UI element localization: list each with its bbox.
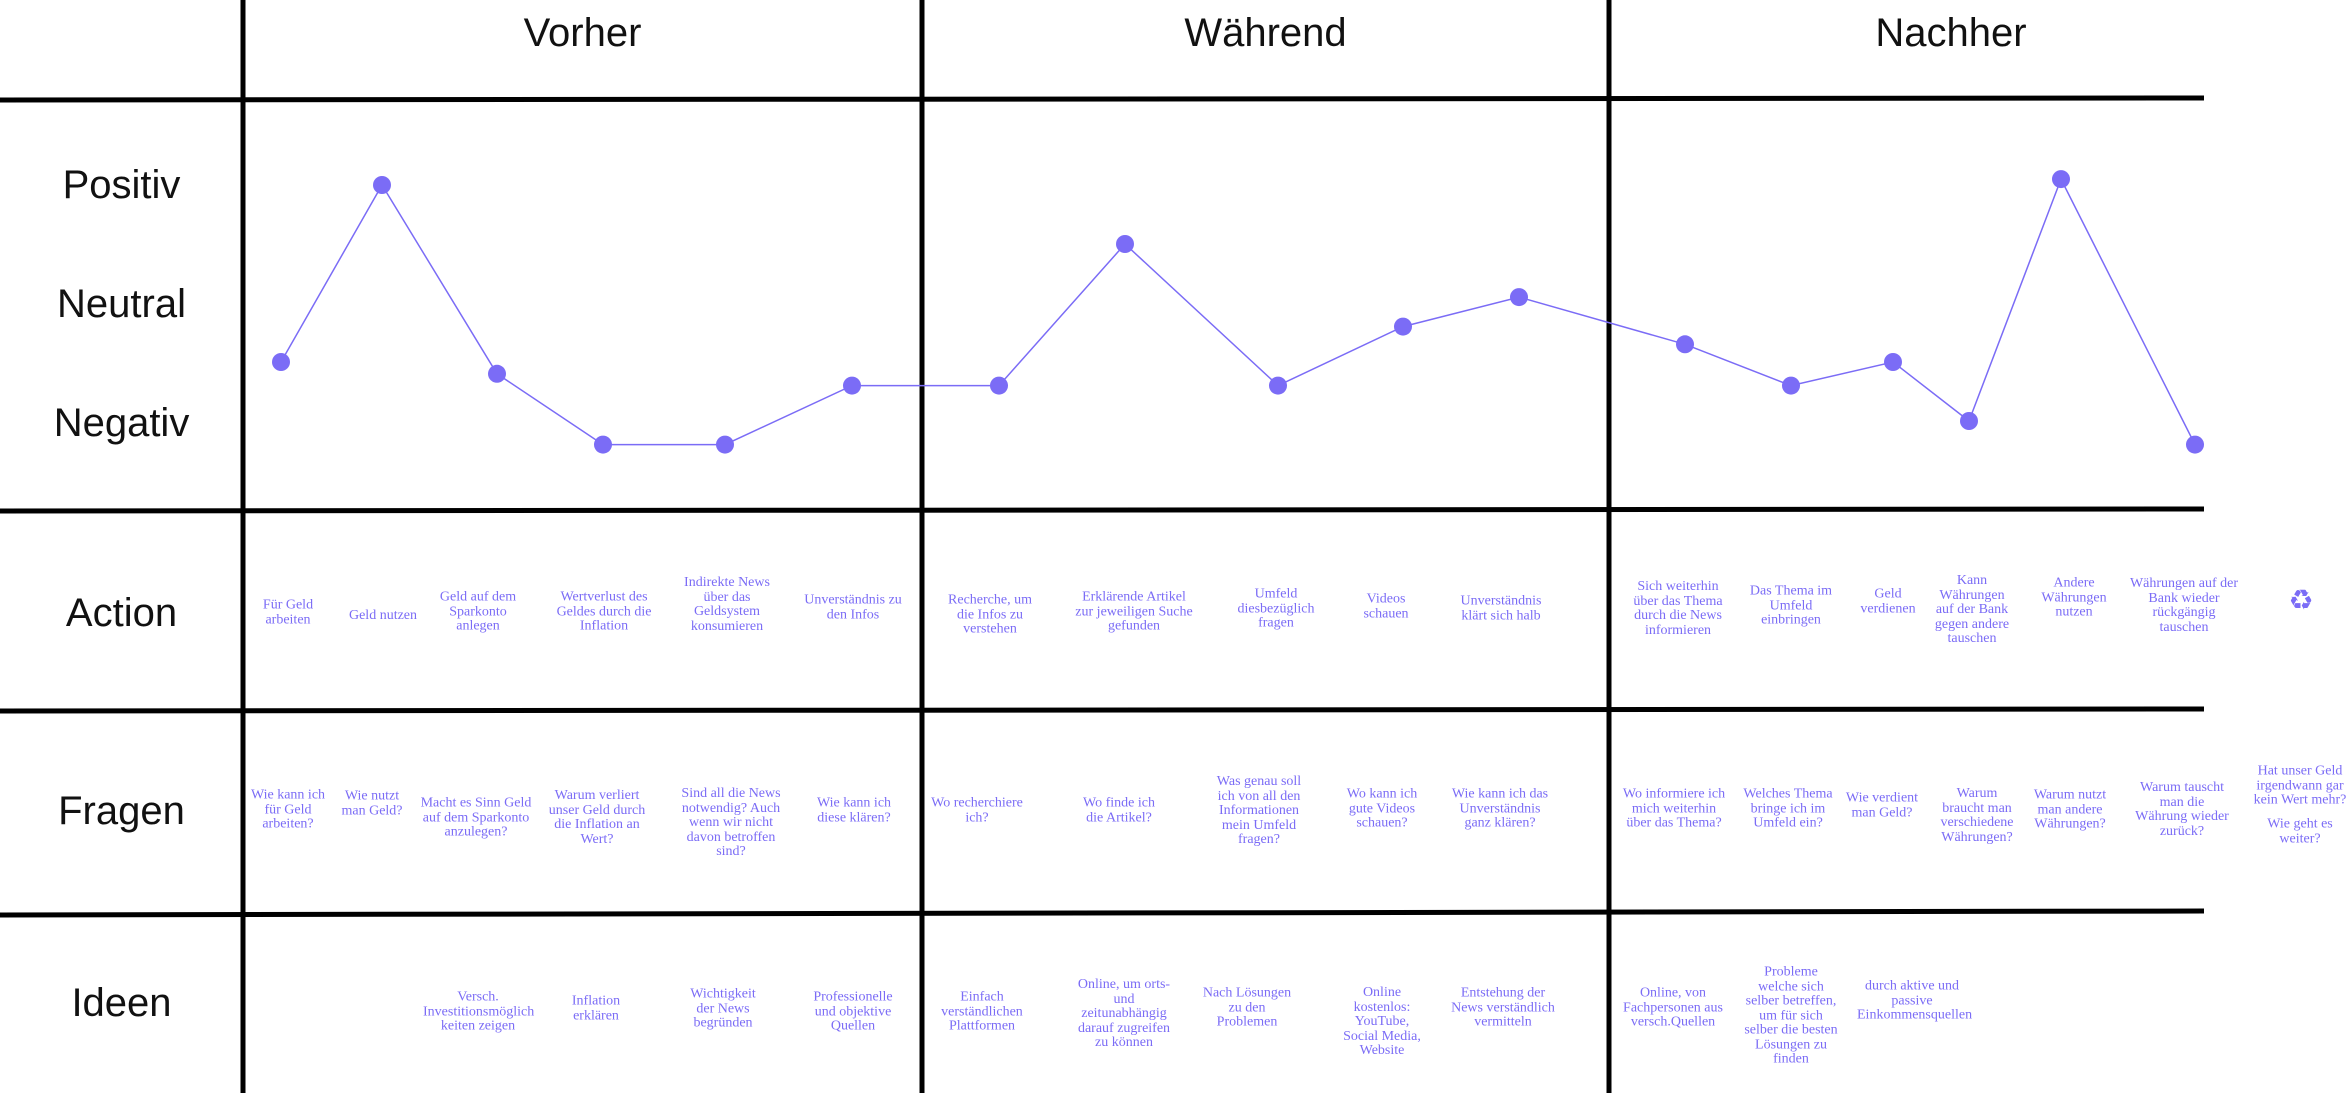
emotion-point (2052, 170, 2070, 189)
action-note: Videos schauen (1363, 591, 1409, 621)
emotion-curve-line (280, 177, 2196, 446)
question-note: Wo kann ich gute Videos schauen? (1346, 786, 1418, 831)
phase-nachher: Nachher (1875, 10, 2027, 55)
emotion-point (716, 435, 734, 454)
action-note: Unverständnis zu den Infos (804, 592, 902, 622)
question-note: Wie geht es weiter? (2267, 816, 2333, 846)
action-note: Umfeld diesbezüglich fragen (1237, 586, 1315, 631)
emotion-point (1782, 376, 1800, 395)
emotion-point (843, 376, 861, 395)
idea-note: Einfach verständlichen Plattformen (941, 989, 1023, 1034)
action-note: Kann Währungen auf der Bank gegen andere… (1934, 572, 2010, 646)
action-note: Das Thema im Umfeld einbringen (1749, 583, 1833, 628)
action-note: Geld verdienen (1860, 586, 1916, 616)
action-note: Wertverlust des Geldes durch die Inflati… (556, 589, 652, 634)
row-divider-emotion (0, 506, 2205, 514)
idea-note: Entstehung der News verständlich vermitt… (1451, 985, 1555, 1030)
action-note: Sich weiterhin über das Thema durch die … (1633, 579, 1723, 638)
row-divider-header (0, 95, 2205, 103)
question-note: Welches Thema bringe ich im Umfeld ein? (1743, 786, 1833, 831)
emotion-point (1510, 288, 1528, 307)
phase-waehrend: Während (1184, 10, 1347, 55)
emotion-point (1960, 412, 1978, 430)
question-note: Wie nutzt man Geld? (341, 788, 403, 818)
question-note: Sind all die News notwendig? Auch wenn w… (681, 785, 781, 859)
row-label-negativ: Negativ (53, 401, 190, 445)
action-note: Währungen auf der Bank wieder rückgängig… (2129, 576, 2239, 635)
emotion-point (272, 353, 290, 371)
question-note: Wo recherchiere ich? (931, 795, 1023, 825)
idea-note: Online kostenlos: YouTube, Social Media,… (1343, 984, 1421, 1058)
emotion-point (1116, 235, 1134, 253)
emotion-point (373, 176, 391, 194)
emotion-point (488, 364, 506, 383)
row-label-positiv: Positiv (62, 163, 181, 207)
action-note: Für Geld arbeiten (262, 597, 314, 627)
question-note: Warum braucht man verschiedene Währungen… (1940, 786, 2014, 845)
question-note: Hat unser Geld irgendwann gar kein Wert … (2253, 763, 2347, 808)
row-label-fragen: Fragen (58, 789, 185, 833)
row-label-ideen: Ideen (71, 981, 172, 1025)
question-note: Warum nutzt man andere Währungen? (2033, 787, 2107, 832)
question-note: Macht es Sinn Geld auf dem Sparkonto anz… (420, 795, 532, 840)
emotion-point (1394, 317, 1412, 336)
idea-note: Nach Lösungen zu den Problemen (1202, 985, 1292, 1030)
row-label-neutral: Neutral (57, 282, 186, 326)
idea-note: Inflation erklären (571, 993, 621, 1023)
action-note: Geld auf dem Sparkonto anlegen (439, 589, 517, 634)
emotion-point (1884, 353, 1902, 371)
idea-note: Versch. Investitionsmöglich keiten zeige… (423, 989, 535, 1034)
question-note: Wie kann ich das Unverständnis ganz klär… (1451, 786, 1549, 831)
idea-note: Wichtigkeit der News begründen (690, 986, 756, 1031)
recycle-icon: ♻ (2288, 583, 2314, 617)
emotion-point (1676, 335, 1694, 354)
action-note: Andere Währungen nutzen (2041, 575, 2107, 620)
row-divider-fragen (0, 908, 2205, 918)
emotion-point (990, 376, 1008, 395)
idea-note: Online, um orts- und zeitunabhängig dara… (1077, 976, 1171, 1050)
row-divider-action (0, 706, 2205, 714)
action-note: Geld nutzen (348, 607, 418, 623)
question-note: Wo informiere ich mich weiterhin über da… (1622, 786, 1726, 831)
question-note: Was genau soll ich von all den Informati… (1216, 773, 1302, 847)
question-note: Warum tauscht man die Währung wieder zur… (2135, 780, 2229, 839)
question-note: Warum verliert unser Geld durch die Infl… (548, 788, 646, 847)
emotion-point (1269, 376, 1287, 395)
action-note: Unverständnis klärt sich halb (1460, 593, 1542, 623)
question-note: Wie verdient man Geld? (1845, 790, 1919, 820)
idea-note: durch aktive und passive Einkommensquell… (1857, 978, 1973, 1023)
question-note: Wie kann ich für Geld arbeiten? (250, 787, 326, 832)
action-note: Indirekte News über das Geldsystem konsu… (684, 575, 770, 634)
question-note: Wo finde ich die Artikel? (1083, 795, 1155, 825)
question-note: Wie kann ich diese klären? (816, 795, 892, 825)
emotion-point (594, 435, 612, 454)
idea-note: Probleme welche sich selber betreffen, u… (1744, 964, 1838, 1067)
row-label-action: Action (65, 591, 178, 635)
idea-note: Professionelle und objektive Quellen (813, 989, 893, 1034)
phase-vorher: Vorher (523, 10, 642, 55)
action-note: Recherche, um die Infos zu verstehen (948, 592, 1032, 637)
emotion-point (2186, 435, 2204, 454)
action-note: Erklärende Artikel zur jeweiligen Suche … (1075, 589, 1193, 634)
idea-note: Online, von Fachpersonen aus versch.Quel… (1623, 985, 1723, 1030)
